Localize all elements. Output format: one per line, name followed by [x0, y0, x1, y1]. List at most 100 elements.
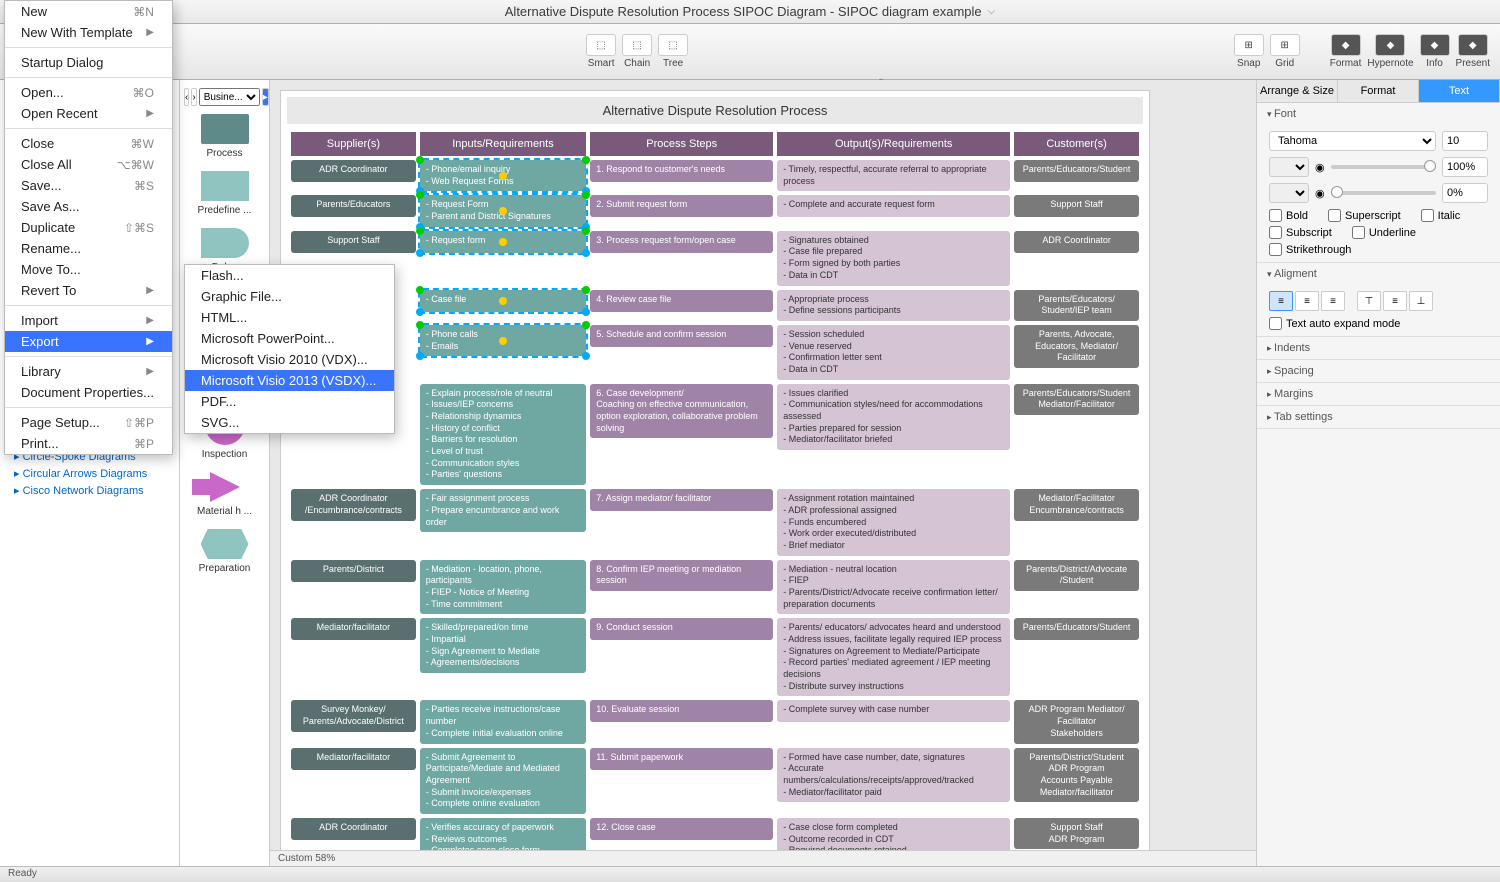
menu-item-page-setup---[interactable]: Page Setup...⇧⌘P — [5, 412, 172, 433]
panel-tab-format[interactable]: Format — [1338, 80, 1419, 102]
auto-expand-checkbox[interactable]: Text auto expand mode — [1269, 317, 1488, 330]
align-right-icon[interactable]: ≡ — [1321, 291, 1345, 311]
diagram-cell[interactable]: Parents/Educators — [291, 195, 416, 217]
diagram-cell[interactable]: 10. Evaluate session — [590, 700, 773, 722]
diagram-cell[interactable]: - Parties receive instructions/case numb… — [420, 700, 586, 743]
font-family-select[interactable]: Tahoma — [1269, 131, 1436, 151]
align-left-icon[interactable]: ≡ — [1269, 291, 1293, 311]
diagram-cell[interactable]: 2. Submit request form — [590, 195, 773, 217]
diagram-cell[interactable]: 9. Conduct session — [590, 618, 773, 640]
section-spacing[interactable]: Spacing — [1257, 360, 1500, 382]
shape-arrow[interactable]: Material h ... — [180, 466, 269, 523]
diagram-cell[interactable]: - Appropriate process- Define sessions p… — [777, 290, 1010, 321]
titlebar-chevron-icon[interactable]: ⌵ — [988, 6, 996, 17]
canvas[interactable]: Alternative Dispute Resolution Process S… — [270, 80, 1256, 850]
grid-button[interactable]: ⊞Grid — [1270, 34, 1300, 69]
diagram-cell[interactable]: - Issues clarified- Communication styles… — [777, 384, 1010, 450]
valign-top-icon[interactable]: ⊤ — [1357, 291, 1381, 311]
library-link[interactable]: Cisco Network Diagrams — [0, 482, 179, 499]
opacity-slider-2[interactable] — [1331, 191, 1436, 195]
menu-item-print---[interactable]: Print...⌘P — [5, 433, 172, 454]
diagram-cell[interactable]: - Verifies accuracy of paperwork- Review… — [420, 818, 586, 850]
diagram-cell[interactable]: Support StaffADR Program — [1014, 818, 1139, 849]
section-indents[interactable]: Indents — [1257, 337, 1500, 359]
diagram-cell[interactable]: Parents/District/StudentADR ProgramAccou… — [1014, 748, 1139, 803]
italic-checkbox[interactable]: Italic — [1421, 209, 1461, 222]
diagram-cell[interactable]: Parents/Educators/Student/IEP team — [1014, 290, 1139, 321]
menu-item-close-all[interactable]: Close All⌥⌘W — [5, 154, 172, 175]
nav-fwd-icon[interactable]: › — [191, 88, 196, 106]
diagram-cell[interactable]: Parents/District — [291, 560, 416, 582]
diagram-cell[interactable]: - Assignment rotation maintained- ADR pr… — [777, 489, 1010, 555]
diagram-cell[interactable]: 1. Respond to customer's needs — [590, 160, 773, 182]
menu-item-duplicate[interactable]: Duplicate⇧⌘S — [5, 217, 172, 238]
diagram-cell[interactable]: - Phone/email inquiry- Web Request Forms — [420, 160, 586, 191]
diagram-cell[interactable]: Survey Monkey/Parents/Advocate/District — [291, 700, 416, 731]
diagram-cell[interactable]: - Complete survey with case number — [777, 700, 1010, 722]
diagram-cell[interactable]: Mediator/FacilitatorEncumbrance/contract… — [1014, 489, 1139, 520]
diagram-cell[interactable]: Parents/Educators/StudentMediator/Facili… — [1014, 384, 1139, 415]
menu-item-import[interactable]: Import▶ — [5, 310, 172, 331]
strike-checkbox[interactable]: Strikethrough — [1269, 243, 1488, 256]
menu-item-flash---[interactable]: Flash... — [185, 265, 394, 286]
diagram-cell[interactable]: - Timely, respectful, accurate referral … — [777, 160, 1010, 191]
menu-item-svg---[interactable]: SVG... — [185, 412, 394, 433]
underline-checkbox[interactable]: Underline — [1352, 226, 1416, 239]
present-button[interactable]: ◆Present — [1456, 34, 1490, 69]
menu-item-new[interactable]: New⌘N — [5, 1, 172, 22]
diagram-cell[interactable]: - Complete and accurate request form — [777, 195, 1010, 217]
diagram-cell[interactable]: 4. Review case file — [590, 290, 773, 312]
menu-item-microsoft-visio-------vdx----[interactable]: Microsoft Visio 2010 (VDX)... — [185, 349, 394, 370]
diagram-cell[interactable]: ADR Program Mediator/FacilitatorStakehol… — [1014, 700, 1139, 743]
panel-tab-arrangesize[interactable]: Arrange & Size — [1257, 80, 1338, 102]
menu-item-open---[interactable]: Open...⌘O — [5, 82, 172, 103]
sub-checkbox[interactable]: Subscript — [1269, 226, 1332, 239]
menu-item-close[interactable]: Close⌘W — [5, 133, 172, 154]
opacity-slider-1[interactable] — [1331, 165, 1436, 169]
menu-item-export[interactable]: Export▶ — [5, 331, 172, 352]
panel-tab-text[interactable]: Text — [1419, 80, 1500, 102]
diagram-cell[interactable]: ADR Coordinator — [291, 818, 416, 840]
menu-item-move-to---[interactable]: Move To... — [5, 259, 172, 280]
section-margins[interactable]: Margins — [1257, 383, 1500, 405]
smart-button[interactable]: ⬚Smart — [586, 34, 616, 69]
diagram-cell[interactable]: - Submit Agreement to Participate/Mediat… — [420, 748, 586, 814]
diagram-cell[interactable]: - Case close form completed- Outcome rec… — [777, 818, 1010, 850]
diagram-cell[interactable]: - Signatures obtained- Case file prepare… — [777, 231, 1010, 286]
diagram-cell[interactable]: Mediator/facilitator — [291, 748, 416, 770]
zoom-label[interactable]: Custom 58% — [278, 853, 335, 864]
menu-item-open-recent[interactable]: Open Recent▶ — [5, 103, 172, 124]
menu-item-startup-dialog[interactable]: Startup Dialog — [5, 52, 172, 73]
align-center-icon[interactable]: ≡ — [1295, 291, 1319, 311]
menu-item-microsoft-powerpoint---[interactable]: Microsoft PowerPoint... — [185, 328, 394, 349]
info-button[interactable]: ◆Info — [1420, 34, 1450, 69]
diagram-cell[interactable]: 7. Assign mediator/ facilitator — [590, 489, 773, 511]
format-button[interactable]: ◆Format — [1330, 34, 1362, 69]
diagram-cell[interactable]: 5. Schedule and confirm session — [590, 325, 773, 347]
nav-back-icon[interactable]: ‹ — [184, 88, 189, 106]
menu-item-library[interactable]: Library▶ — [5, 361, 172, 382]
menu-item-new-with-template[interactable]: New With Template▶ — [5, 22, 172, 43]
diagram-cell[interactable]: - Fair assignment process- Prepare encum… — [420, 489, 586, 532]
diagram-cell[interactable]: ADR Coordinator — [291, 160, 416, 182]
diagram-cell[interactable]: - Parents/ educators/ advocates heard an… — [777, 618, 1010, 696]
color-wheel-icon[interactable]: ◉ — [1315, 187, 1325, 200]
menu-item-pdf---[interactable]: PDF... — [185, 391, 394, 412]
diagram-cell[interactable]: Parents/Educators/Student — [1014, 160, 1139, 182]
super-checkbox[interactable]: Superscript — [1328, 209, 1401, 222]
pct1-input[interactable] — [1442, 157, 1488, 177]
menu-item-save---[interactable]: Save...⌘S — [5, 175, 172, 196]
menu-item-document-properties---[interactable]: Document Properties... — [5, 382, 172, 403]
shape-prep[interactable]: Preparation — [180, 523, 269, 580]
diagram-cell[interactable]: ADR Coordinator — [1014, 231, 1139, 253]
menu-item-rename---[interactable]: Rename... — [5, 238, 172, 259]
tree-button[interactable]: ⬚Tree — [658, 34, 688, 69]
section-tab-settings[interactable]: Tab settings — [1257, 406, 1500, 428]
library-link[interactable]: Circular Arrows Diagrams — [0, 465, 179, 482]
color2-select[interactable] — [1269, 183, 1309, 203]
font-size-input[interactable] — [1442, 131, 1488, 151]
diagram-cell[interactable]: - Request Form- Parent and District Sign… — [420, 195, 586, 226]
diagram-cell[interactable]: - Formed have case number, date, signatu… — [777, 748, 1010, 803]
diagram-cell[interactable]: 8. Confirm IEP meeting or mediation sess… — [590, 560, 773, 591]
diagram-cell[interactable]: Parents/Educators/Student — [1014, 618, 1139, 640]
